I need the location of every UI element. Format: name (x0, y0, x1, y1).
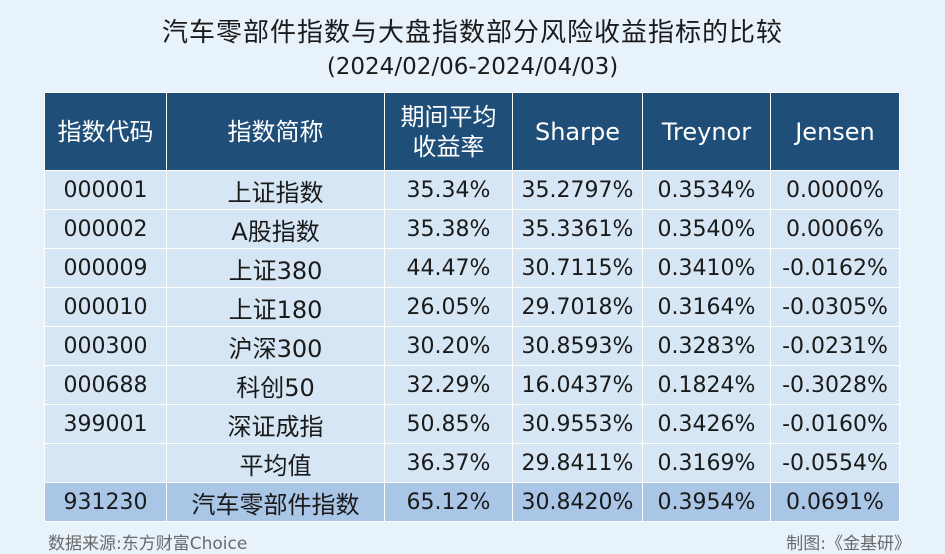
cell-jensen: -0.0160% (770, 404, 900, 444)
cell-treynor: 0.3540% (642, 209, 771, 249)
cell-sharpe: 35.2797% (512, 170, 643, 210)
cell-avg-return: 30.20% (384, 326, 513, 366)
cell-treynor: 0.3283% (642, 326, 771, 366)
table-row: 399001 深证成指 50.85% 30.9553% 0.3426% -0.0160% (44, 404, 900, 444)
table-row: 000001 上证指数 35.34% 35.2797% 0.3534% 0.0000% (44, 170, 900, 210)
table-row: 000300 沪深300 30.20% 30.8593% 0.3283% -0.0231% (44, 326, 900, 366)
table-row: 000688 科创50 32.29% 16.0437% 0.1824% -0.3028% (44, 365, 900, 405)
cell-treynor: 0.3164% (642, 287, 771, 327)
cell-avg-return: 44.47% (384, 248, 513, 288)
cell-sharpe: 30.8420% (512, 482, 643, 522)
comparison-table: 指数代码 指数简称 期间平均收益率 Sharpe Treynor Jensen … (44, 92, 900, 522)
cell-name: 上证180 (166, 287, 385, 327)
chart-credit: 制图:《金基研》 (786, 534, 911, 554)
cell-jensen: 0.0000% (770, 170, 900, 210)
cell-name: 深证成指 (166, 404, 385, 444)
cell-code: 000688 (44, 365, 167, 405)
cell-sharpe: 29.7018% (512, 287, 643, 327)
cell-avg-return: 35.34% (384, 170, 513, 210)
cell-avg-return: 50.85% (384, 404, 513, 444)
header-code: 指数代码 (44, 92, 167, 171)
cell-sharpe: 29.8411% (512, 443, 643, 483)
header-avg-return: 期间平均收益率 (384, 92, 513, 171)
cell-code: 000002 (44, 209, 167, 249)
cell-jensen: 0.0691% (770, 482, 900, 522)
table-row: 000010 上证180 26.05% 29.7018% 0.3164% -0.0305% (44, 287, 900, 327)
table-row: 000009 上证380 44.47% 30.7115% 0.3410% -0.0162% (44, 248, 900, 288)
cell-avg-return: 65.12% (384, 482, 513, 522)
cell-sharpe: 30.8593% (512, 326, 643, 366)
cell-name: 汽车零部件指数 (166, 482, 385, 522)
cell-jensen: -0.3028% (770, 365, 900, 405)
table-row: 931230 汽车零部件指数 65.12% 30.8420% 0.3954% 0.0691… (44, 482, 900, 522)
cell-avg-return: 32.29% (384, 365, 513, 405)
header-treynor: Treynor (642, 92, 771, 171)
table-header-row: 指数代码 指数简称 期间平均收益率 Sharpe Treynor Jensen (44, 92, 900, 171)
cell-avg-return: 35.38% (384, 209, 513, 249)
cell-treynor: 0.3169% (642, 443, 771, 483)
cell-code: 000009 (44, 248, 167, 288)
header-sharpe: Sharpe (512, 92, 643, 171)
cell-jensen: -0.0554% (770, 443, 900, 483)
cell-sharpe: 30.7115% (512, 248, 643, 288)
cell-name: 科创50 (166, 365, 385, 405)
cell-jensen: 0.0006% (770, 209, 900, 249)
cell-name: A股指数 (166, 209, 385, 249)
cell-jensen: -0.0162% (770, 248, 900, 288)
table-row: 平均值 36.37% 29.8411% 0.3169% -0.0554% (44, 443, 900, 483)
cell-jensen: -0.0305% (770, 287, 900, 327)
cell-avg-return: 26.05% (384, 287, 513, 327)
data-source: 数据来源:东方财富Choice (48, 534, 248, 554)
cell-treynor: 0.3426% (642, 404, 771, 444)
cell-sharpe: 30.9553% (512, 404, 643, 444)
header-jensen: Jensen (770, 92, 900, 171)
cell-treynor: 0.3410% (642, 248, 771, 288)
cell-treynor: 0.1824% (642, 365, 771, 405)
table-body: 000001 上证指数 35.34% 35.2797% 0.3534% 0.0000% 00… (44, 170, 900, 522)
cell-name: 上证380 (166, 248, 385, 288)
cell-treynor: 0.3954% (642, 482, 771, 522)
chart-title: 汽车零部件指数与大盘指数部分风险收益指标的比较 (161, 18, 783, 48)
cell-code: 000001 (44, 170, 167, 210)
cell-sharpe: 16.0437% (512, 365, 643, 405)
header-name: 指数简称 (166, 92, 385, 171)
cell-code (44, 443, 167, 483)
cell-code: 000300 (44, 326, 167, 366)
cell-jensen: -0.0231% (770, 326, 900, 366)
cell-code: 931230 (44, 482, 167, 522)
cell-sharpe: 35.3361% (512, 209, 643, 249)
cell-treynor: 0.3534% (642, 170, 771, 210)
cell-name: 平均值 (166, 443, 385, 483)
cell-code: 399001 (44, 404, 167, 444)
cell-avg-return: 36.37% (384, 443, 513, 483)
chart-subtitle: (2024/02/06-2024/04/03) (326, 54, 619, 80)
table-row: 000002 A股指数 35.38% 35.3361% 0.3540% 0.0006% (44, 209, 900, 249)
cell-name: 上证指数 (166, 170, 385, 210)
cell-name: 沪深300 (166, 326, 385, 366)
cell-code: 000010 (44, 287, 167, 327)
